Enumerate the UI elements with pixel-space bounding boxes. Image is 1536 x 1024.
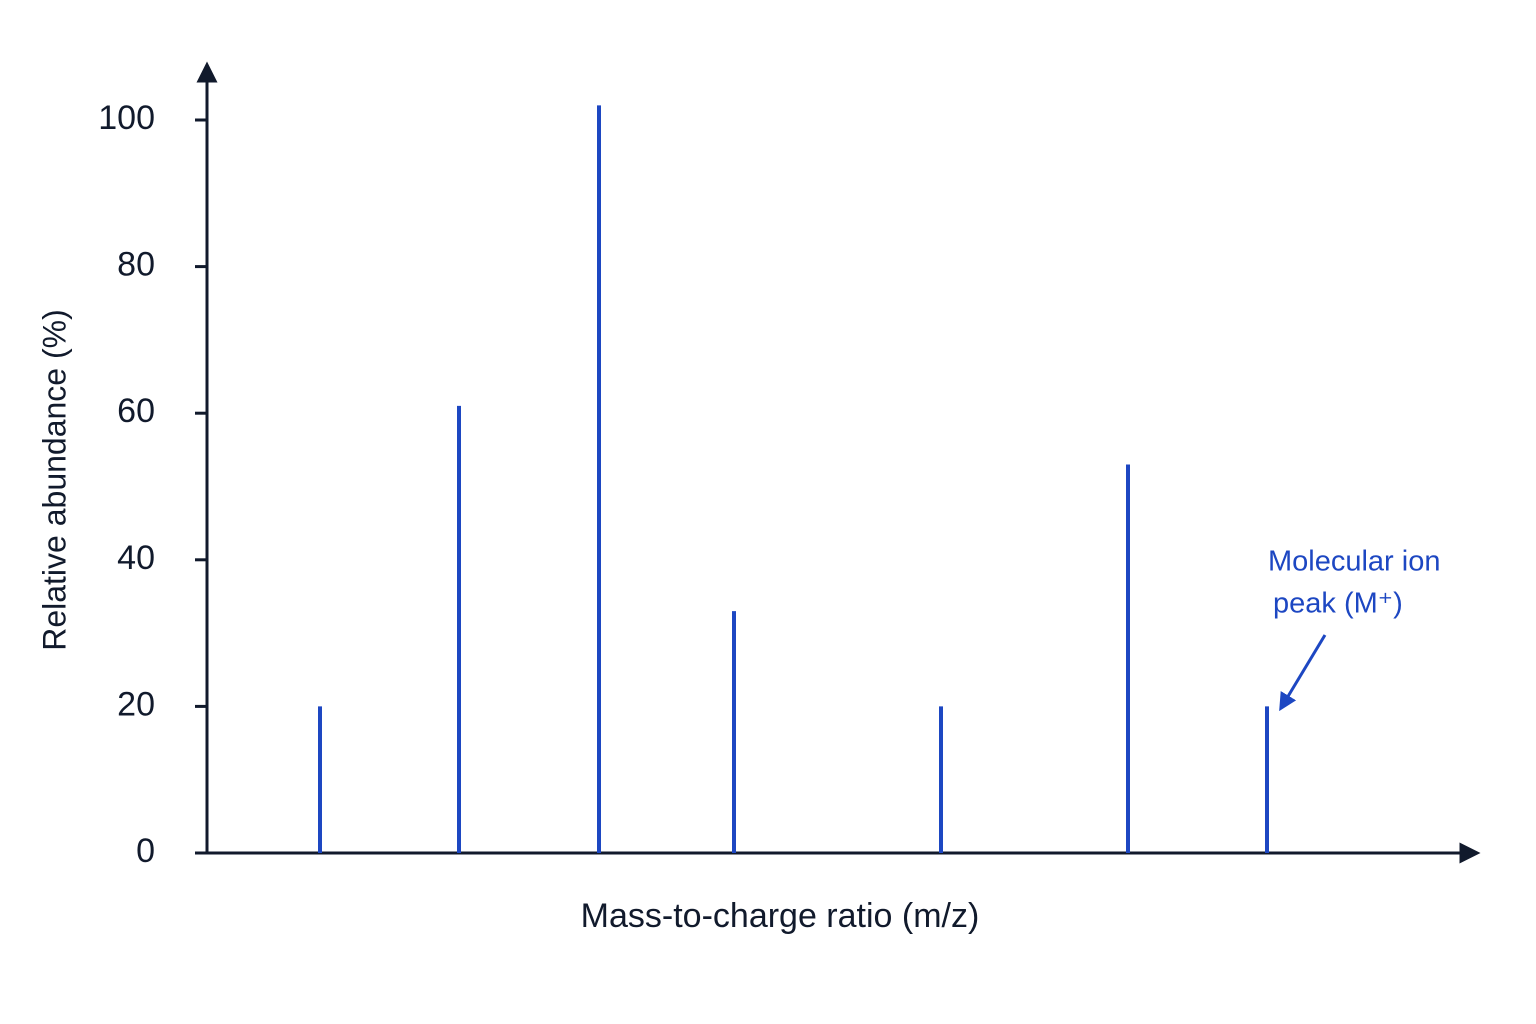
annotation: peak (M⁺)	[1273, 588, 1403, 620]
y-tick-label: 0	[136, 832, 155, 870]
y-tick-label: 20	[117, 685, 155, 723]
y-axis-label: Relative abundance (%)	[36, 309, 72, 651]
x-axis-label: Mass-to-charge ratio (m/z)	[581, 897, 980, 935]
y-tick-label: 40	[117, 539, 155, 577]
annotation-arrow	[1279, 634, 1327, 712]
y-tick-label: 80	[117, 246, 155, 284]
y-tick-label: 60	[117, 392, 155, 430]
y-tick-label: 100	[98, 99, 155, 137]
annotation: Molecular ion	[1268, 546, 1440, 578]
